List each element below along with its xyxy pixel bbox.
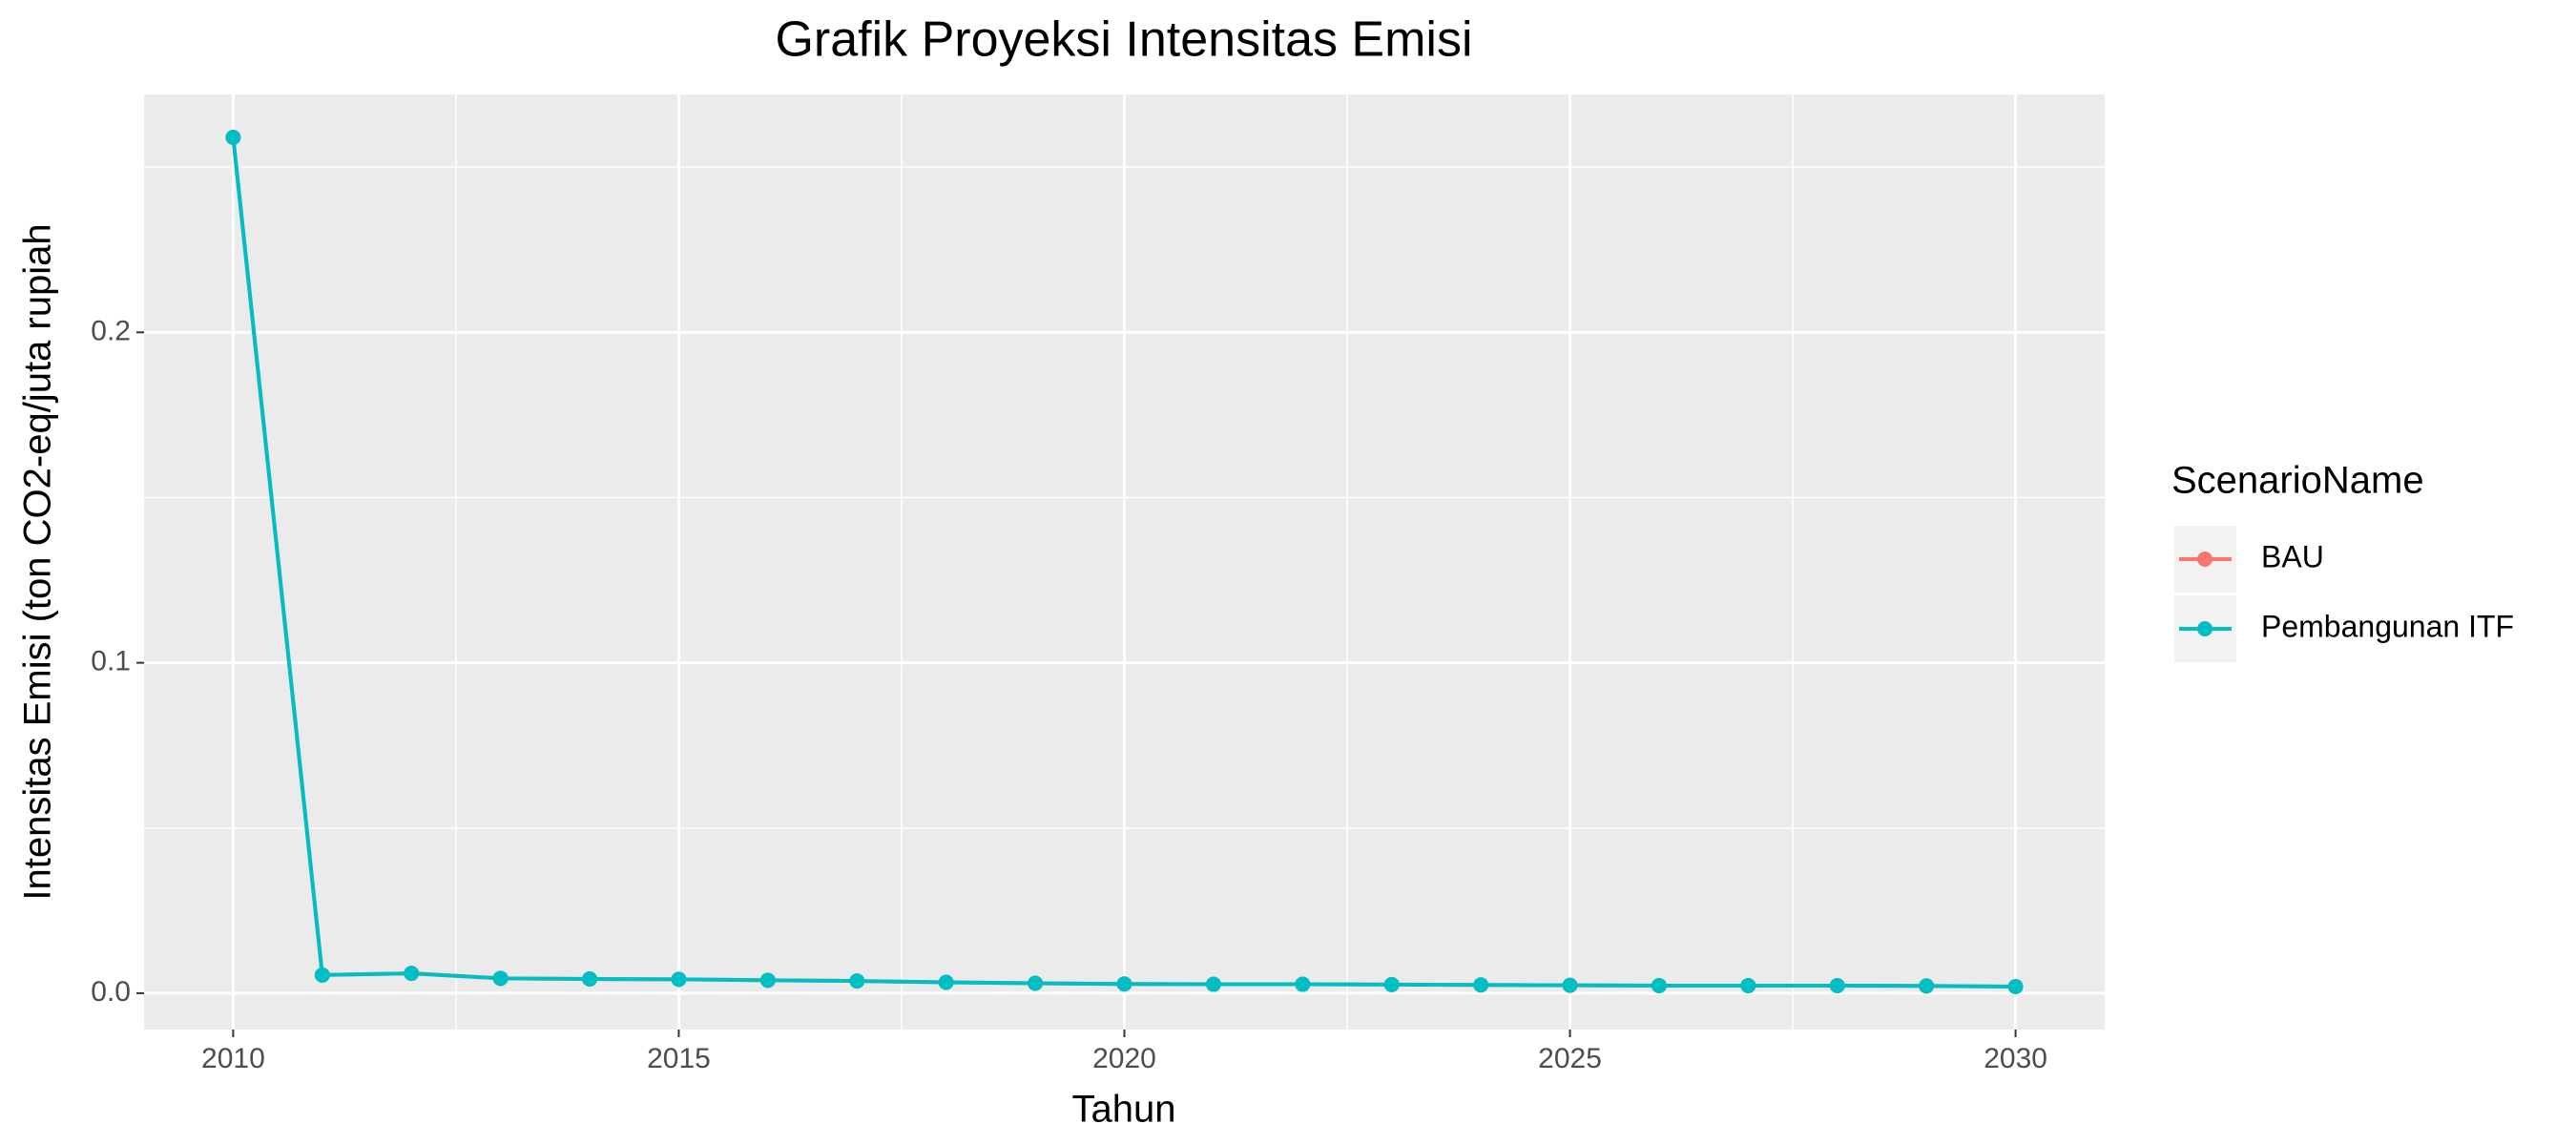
y-tick-label: 0.1 <box>91 646 131 677</box>
y-axis-title: Intensitas Emisi (ton CO2-eq/juta rupiah <box>17 223 59 900</box>
chart-title: Grafik Proyeksi Intensitas Emisi <box>775 12 1472 68</box>
data-point <box>404 966 420 982</box>
x-tick-label: 2015 <box>647 1043 711 1074</box>
data-point <box>671 971 687 988</box>
y-tick-label: 0.2 <box>91 315 131 346</box>
legend-label: Pembangunan ITF <box>2261 609 2514 643</box>
data-point <box>1829 977 1845 993</box>
x-axis-title: Tahun <box>1072 1089 1176 1131</box>
legend-point <box>2197 552 2212 567</box>
data-point <box>1562 977 1578 993</box>
data-point <box>1740 977 1756 993</box>
legend-title: ScenarioName <box>2171 460 2424 502</box>
data-point <box>2007 978 2024 994</box>
data-point <box>225 130 241 146</box>
data-point <box>1028 975 1044 991</box>
data-point <box>759 972 776 989</box>
data-point <box>1295 976 1311 992</box>
legend-label: BAU <box>2261 539 2324 573</box>
data-point <box>849 973 865 989</box>
data-point <box>492 970 509 987</box>
data-point <box>314 967 330 983</box>
x-tick-label: 2030 <box>1984 1043 2047 1074</box>
y-tick-label: 0.0 <box>91 976 131 1008</box>
x-tick-label: 2025 <box>1538 1043 1602 1074</box>
data-point <box>1651 977 1667 993</box>
data-point <box>1919 978 1935 994</box>
data-point <box>1116 976 1132 992</box>
x-tick-label: 2020 <box>1092 1043 1156 1074</box>
data-point <box>1473 977 1489 993</box>
data-point <box>938 974 954 990</box>
legend-point <box>2197 621 2212 636</box>
x-tick-label: 2010 <box>201 1043 265 1074</box>
data-point <box>1205 976 1221 992</box>
data-point <box>1383 976 1400 992</box>
data-point <box>582 971 598 988</box>
